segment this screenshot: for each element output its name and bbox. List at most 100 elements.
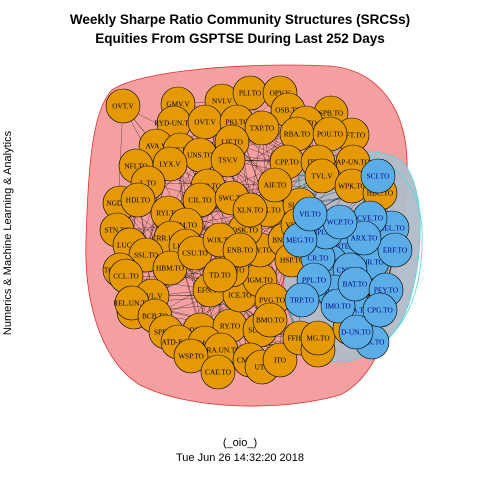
energy-equity-node-circle [284, 282, 320, 318]
equity-node-label: ATD-B.TO [162, 338, 195, 347]
equity-node-circle [222, 232, 258, 268]
equity-node-label: CM.TO [194, 339, 217, 348]
equity-node-label: CPP.TO [275, 158, 299, 167]
equity-node-label: PLI.TO [239, 89, 261, 98]
energy-equity-node-label: VII.TO [299, 210, 321, 219]
energy-equity-node-label: ARX.TO [351, 234, 378, 243]
equity-node-label: STN.TO [104, 226, 129, 235]
equity-node-label: ITO [274, 356, 286, 365]
energy-equity-node-label: WCP.TO [327, 218, 353, 227]
equity-node-label: AIF.TO [264, 181, 287, 190]
energy-equity-node[interactable]: VII.TO [292, 196, 328, 232]
energy-equity-node-label: KEL.TO [379, 224, 405, 233]
equity-node-label: EFX.TO [255, 206, 280, 215]
equity-node-circle [252, 302, 288, 338]
equity-node-label: FFH.TO [288, 334, 313, 343]
energy-equity-node-label: BIR.TO [360, 258, 384, 267]
equity-node[interactable]: ENB.TO [222, 232, 258, 268]
equity-node-label: OSB.TO [275, 106, 301, 115]
energy-equity-node-label: PSK.TO [360, 338, 385, 347]
equity-node[interactable]: WSP.TO [173, 338, 209, 374]
energy-equity-node-label: PEY.TO [374, 286, 398, 295]
equity-node[interactable]: TXP.TO [244, 110, 280, 146]
equity-node-label: FM.TO [175, 221, 197, 230]
equity-node-circle [120, 182, 156, 218]
equity-node[interactable]: TD.TO [202, 257, 238, 293]
equity-node-label: LYX.V [159, 160, 181, 169]
equity-node-label: LIF.TO [221, 138, 243, 147]
energy-equity-node-label: ERF.TO [383, 246, 407, 255]
equity-node-circle [244, 110, 280, 146]
equity-node-label: OSK.TO [232, 226, 258, 235]
energy-equity-node-label: CVE.TO [357, 214, 383, 223]
footer-timestamp: Tue Jun 26 14:32:20 2018 [175, 452, 305, 464]
equity-node-label: NGD.TO [106, 199, 133, 208]
equity-node[interactable]: XLN.TO [232, 192, 268, 228]
equity-node-circle [200, 354, 236, 390]
equity-node-circle [210, 142, 246, 178]
equity-node[interactable]: TSV.V [210, 142, 246, 178]
equity-node[interactable]: TVL.V [304, 158, 340, 194]
equity-node-label: WPK.TO [338, 182, 366, 191]
equity-node-label: REL.UN.TO [113, 299, 151, 308]
energy-equity-node-label: ECA.TO [343, 306, 369, 315]
chart-title-line-1: Weekly Sharpe Ratio Community Structures… [69, 12, 411, 27]
equity-node-label: HBM.TO [156, 264, 184, 273]
energy-equity-node[interactable]: SCI.TO [360, 158, 396, 194]
equity-node-label: WJX.TO [207, 236, 233, 245]
equity-node-circle [257, 167, 293, 203]
equity-node-label: SPB.TO [319, 109, 343, 118]
equity-node-label: BMO.TO [256, 316, 284, 325]
equity-node-label: ENB.TO [227, 246, 253, 255]
energy-equity-node[interactable]: WCP.TO [322, 204, 358, 240]
equity-node-label: IGM.TO [247, 276, 273, 285]
equity-node[interactable]: AIF.TO [257, 167, 293, 203]
equity-node[interactable]: CAE.TO [200, 354, 236, 390]
equity-node[interactable]: WPK.TO [334, 168, 370, 204]
equity-node-label: POU.TO [317, 130, 343, 139]
equity-node-label: CIL.TO [188, 196, 211, 205]
equity-node-label: ICE.TO [228, 291, 251, 300]
equity-node-label: PVG.TO [259, 296, 285, 305]
equity-node-circle [105, 88, 141, 124]
equity-node[interactable]: BMO.TO [252, 302, 288, 338]
equity-node-circle [202, 257, 238, 293]
energy-equity-node[interactable]: D-UN.TO [338, 314, 374, 350]
equity-node-label: NVI.V [212, 97, 233, 106]
energy-equity-node-circle [362, 292, 398, 328]
equity-node[interactable]: ITO [262, 342, 298, 378]
energy-equity-node-label: SCI.TO [367, 172, 390, 181]
energy-equity-node[interactable]: CPG.TO [362, 292, 398, 328]
equity-node-label: L.TO [140, 179, 156, 188]
equity-node-label: RBA.TO [284, 130, 310, 139]
equity-node[interactable]: HBM.TO [152, 250, 188, 286]
equity-node-label: TSV.V [218, 156, 239, 165]
equity-node-label: NFI.TO [124, 162, 147, 171]
equity-node[interactable]: HDI.TO [120, 182, 156, 218]
equity-node-label: AVA.V [145, 142, 167, 151]
community-2-outline [329, 151, 423, 346]
equity-node-label: OPV.V [270, 89, 291, 98]
equity-node-label: EFN.TO [197, 286, 222, 295]
equity-node-circle [300, 320, 336, 356]
equity-node-label: TVL.V [311, 172, 333, 181]
energy-equity-node-circle [377, 232, 413, 268]
equity-node-label: AP-UN.TO [336, 158, 370, 167]
equity-node-label: FSY.TO [248, 246, 272, 255]
equity-node-label: GMV.V [166, 100, 190, 109]
equity-node-label: CSU.TO [182, 249, 208, 258]
chart-title-line-2: Equities From GSPTSE During Last 252 Day… [95, 31, 385, 46]
equity-node-label: RYD-UN.TO [154, 119, 193, 128]
equity-node-label: XLN.TO [237, 206, 263, 215]
equity-node-label: HSP.TO [280, 256, 304, 265]
equity-node-label: RYI.TO [156, 209, 180, 218]
energy-equity-node[interactable]: BAT.TO [337, 266, 373, 302]
equity-node-label: TXP.TO [250, 124, 274, 133]
equity-node-circle [232, 192, 268, 228]
equity-node-circle [262, 342, 298, 378]
equity-node[interactable]: MG.TO [300, 320, 336, 356]
equity-node[interactable]: OVT.V [105, 88, 141, 124]
energy-equity-node[interactable]: TRP.TO [284, 282, 320, 318]
energy-equity-node[interactable]: ERF.TO [377, 232, 413, 268]
